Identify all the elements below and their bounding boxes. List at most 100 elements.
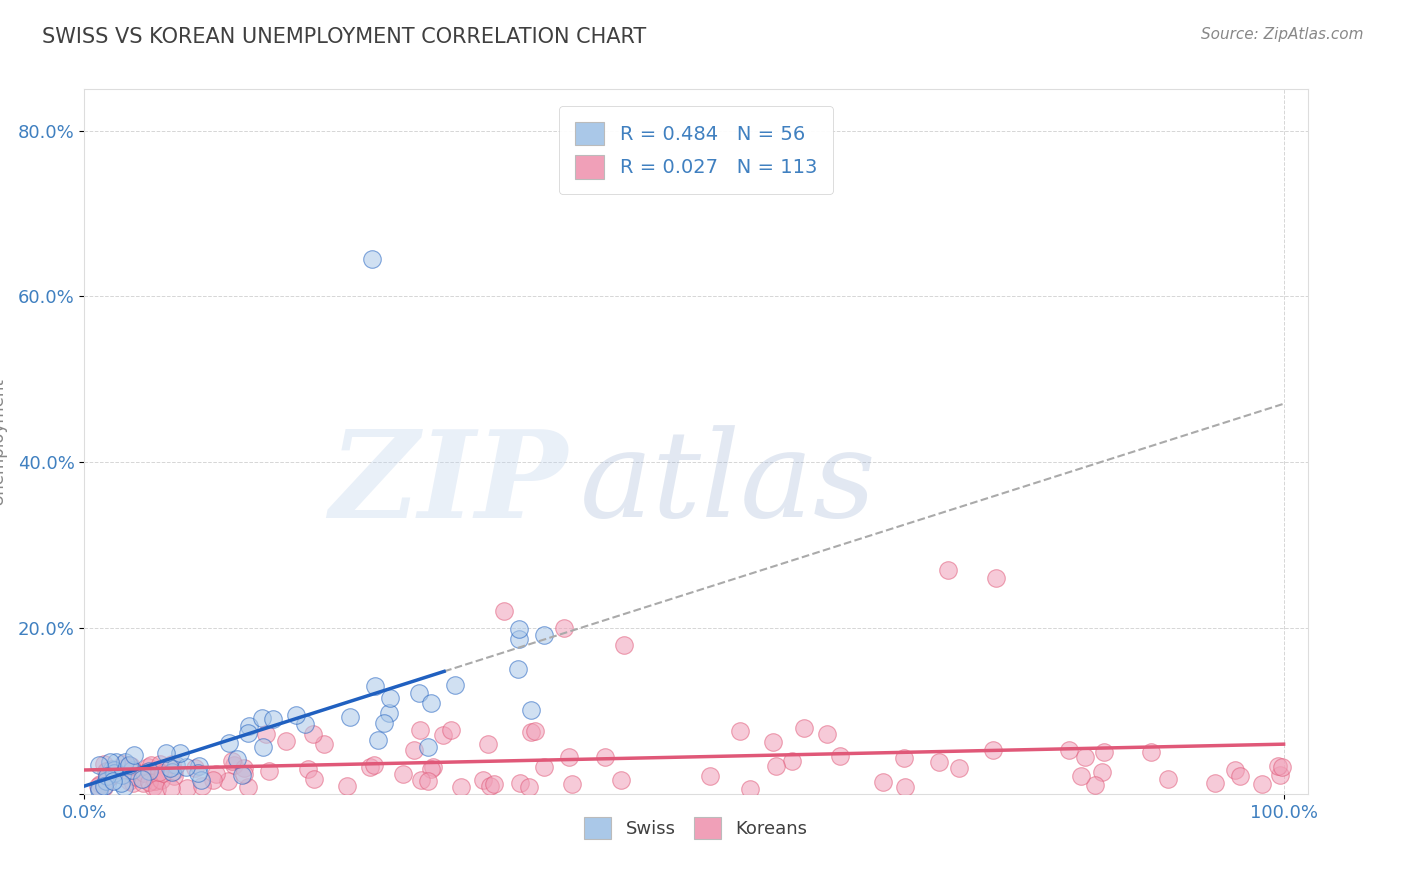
Point: [1070, 769, 1092, 783]
Point: [416, 739, 439, 754]
Point: [471, 772, 494, 787]
Point: [98, 756, 121, 770]
Point: [302, 772, 325, 787]
Point: [204, 767, 226, 781]
Point: [112, 761, 135, 775]
Point: [250, 711, 273, 725]
Point: [553, 621, 575, 635]
Point: [765, 758, 787, 772]
Point: [231, 767, 253, 781]
Point: [312, 737, 335, 751]
Point: [122, 747, 145, 762]
Point: [94, 773, 117, 788]
Point: [191, 780, 214, 794]
Point: [1267, 758, 1289, 772]
Point: [440, 723, 463, 737]
Point: [728, 724, 751, 739]
Point: [176, 780, 198, 795]
Point: [201, 772, 224, 787]
Point: [184, 761, 207, 775]
Point: [232, 766, 254, 780]
Point: [87, 779, 110, 793]
Point: [101, 773, 124, 788]
Point: [416, 774, 439, 789]
Point: [297, 763, 319, 777]
Point: [257, 764, 280, 779]
Point: [699, 769, 721, 783]
Point: [984, 571, 1007, 585]
Point: [98, 769, 121, 783]
Point: [87, 758, 110, 772]
Text: SWISS VS KOREAN UNEMPLOYMENT CORRELATION CHART: SWISS VS KOREAN UNEMPLOYMENT CORRELATION…: [42, 27, 647, 46]
Point: [948, 761, 970, 775]
Point: [103, 765, 125, 780]
Point: [364, 679, 387, 693]
Point: [363, 757, 385, 772]
Point: [120, 759, 142, 773]
Point: [131, 772, 153, 786]
Point: [101, 768, 124, 782]
Point: [479, 780, 502, 794]
Point: [97, 771, 120, 785]
Point: [1157, 772, 1180, 786]
Point: [380, 690, 402, 705]
Point: [1091, 764, 1114, 779]
Point: [163, 769, 186, 783]
Point: [188, 759, 211, 773]
Point: [142, 780, 165, 794]
Point: [222, 758, 245, 772]
Point: [378, 706, 401, 720]
Point: [893, 751, 915, 765]
Point: [506, 662, 529, 676]
Point: [558, 750, 581, 764]
Point: [118, 758, 141, 772]
Text: ZIP: ZIP: [329, 425, 568, 543]
Point: [872, 775, 894, 789]
Point: [139, 758, 162, 772]
Point: [1084, 778, 1107, 792]
Point: [936, 563, 959, 577]
Point: [1139, 745, 1161, 759]
Point: [392, 767, 415, 781]
Point: [1270, 768, 1292, 782]
Point: [146, 781, 169, 796]
Point: [419, 762, 441, 776]
Point: [169, 747, 191, 761]
Point: [294, 717, 316, 731]
Point: [494, 605, 516, 619]
Point: [402, 742, 425, 756]
Point: [1057, 743, 1080, 757]
Point: [217, 773, 239, 788]
Point: [780, 754, 803, 768]
Point: [533, 628, 555, 642]
Point: [450, 780, 472, 794]
Point: [928, 755, 950, 769]
Point: [613, 638, 636, 652]
Point: [443, 678, 465, 692]
Point: [152, 766, 174, 780]
Point: [232, 761, 254, 775]
Point: [111, 767, 134, 781]
Point: [125, 770, 148, 784]
Point: [302, 727, 325, 741]
Point: [519, 724, 541, 739]
Point: [339, 710, 361, 724]
Legend: Swiss, Koreans: Swiss, Koreans: [575, 808, 817, 848]
Point: [359, 760, 381, 774]
Point: [114, 755, 136, 769]
Point: [104, 755, 127, 769]
Point: [274, 734, 297, 748]
Point: [894, 780, 917, 794]
Point: [134, 765, 156, 780]
Point: [508, 622, 530, 636]
Point: [101, 762, 124, 776]
Point: [1250, 777, 1272, 791]
Point: [162, 756, 184, 771]
Point: [218, 736, 240, 750]
Point: [336, 779, 359, 793]
Point: [520, 703, 543, 717]
Point: [96, 764, 118, 779]
Point: [254, 727, 277, 741]
Point: [160, 781, 183, 796]
Point: [93, 780, 115, 794]
